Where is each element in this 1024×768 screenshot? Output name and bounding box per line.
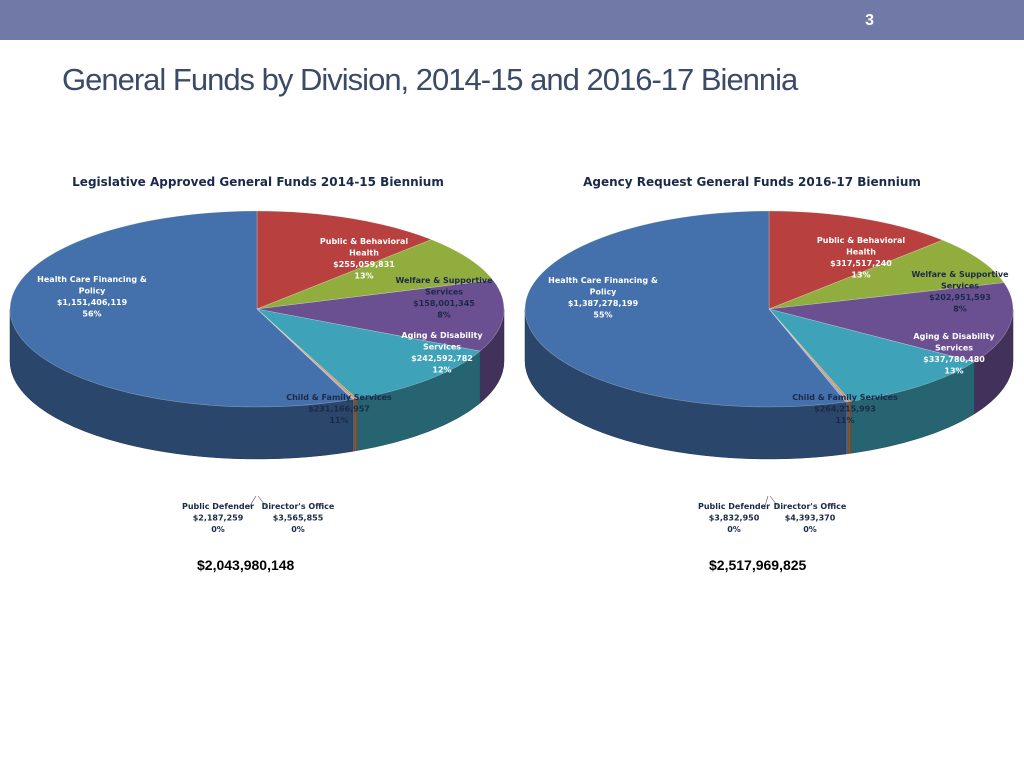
slice-label-text: Aging & Disability Services $242,592,782 12… xyxy=(401,331,483,375)
slice-label-text: Aging & Disability Services $337,780,480 13… xyxy=(913,332,995,376)
pie-chart-2014-15: Legislative Approved General Funds 2014-… xyxy=(9,175,505,534)
slice-label-welfare-and-supportive-services: Welfare & Supportive Services $158,001,345… xyxy=(395,276,493,320)
slice-label-child-and-family-services: Child & Family Services $264,215,993 11% xyxy=(792,393,898,425)
slice-label-public-and-behavioral-health: Public & Behavioral Health $255,059,831 13% xyxy=(320,237,408,281)
slice-public-defender xyxy=(256,308,355,400)
pie-slices xyxy=(9,210,505,460)
slice-label-text: Director's Office $4,393,370 0% xyxy=(774,502,847,534)
slice-label-text: Welfare & Supportive Services $158,001,345… xyxy=(395,276,493,320)
slice-label-welfare-and-supportive-services: Welfare & Supportive Services $202,951,593… xyxy=(911,270,1009,314)
slide-title: General Funds by Division, 2014-15 and 2… xyxy=(62,62,798,97)
slice-aging-and-disability-services xyxy=(768,282,1014,363)
slice-health-care-financing-and-policy xyxy=(524,210,847,408)
slice-label-text: Public & Behavioral Health $255,059,831 13% xyxy=(320,237,408,281)
slice-label-director-s-office: Director's Office $3,565,855 0% xyxy=(257,495,335,534)
slice-label-text: Welfare & Supportive Services $202,951,593… xyxy=(911,270,1009,314)
total-2014-15: $2,043,980,148 xyxy=(197,557,295,573)
header-bar: 3 xyxy=(0,0,1024,40)
slice-label-child-and-family-services: Child & Family Services $231,166,957 11% xyxy=(286,393,392,425)
slice-child-and-family-services xyxy=(256,308,481,399)
slice-label-text: Public Defender $3,832,950 0% xyxy=(698,502,770,534)
slice-label-public-defender: Public Defender $3,832,950 0% xyxy=(698,495,770,534)
slice-label-aging-and-disability-services: Aging & Disability Services $242,592,782 12… xyxy=(401,331,483,375)
slice-label-text: Child & Family Services $264,215,993 11% xyxy=(792,393,898,425)
slice-welfare-and-supportive-services xyxy=(768,239,1005,310)
slice-labels: Public & Behavioral Health $317,517,240 13%… xyxy=(548,236,1009,534)
chart-title: Agency Request General Funds 2016-17 Bie… xyxy=(583,175,921,189)
pie-slices xyxy=(524,210,1014,460)
slice-label-public-and-behavioral-health: Public & Behavioral Health $317,517,240 13% xyxy=(817,236,905,280)
slice-label-director-s-office: Director's Office $4,393,370 0% xyxy=(769,495,847,534)
slice-label-health-care-financing-and-policy: Health Care Financing & Policy $1,387,278,… xyxy=(548,276,658,320)
slice-label-text: Public Defender $2,187,259 0% xyxy=(182,502,254,534)
leader-line xyxy=(247,495,257,510)
total-2016-17: $2,517,969,825 xyxy=(709,557,807,573)
slice-label-text: Director's Office $3,565,855 0% xyxy=(262,502,335,534)
slice-health-care-financing-and-policy xyxy=(9,210,354,408)
slice-label-health-care-financing-and-policy: Health Care Financing & Policy $1,151,406,… xyxy=(37,275,147,319)
slice-side-health-care-financing-and-policy xyxy=(524,308,847,460)
slice-public-and-behavioral-health xyxy=(256,210,433,310)
slice-label-text: Child & Family Services $231,166,957 11% xyxy=(286,393,392,425)
chart-title: Legislative Approved General Funds 2014-… xyxy=(72,175,444,189)
slice-labels: Public & Behavioral Health $255,059,831 13%… xyxy=(37,237,493,534)
slice-child-and-family-services xyxy=(768,308,976,402)
slice-label-aging-and-disability-services: Aging & Disability Services $337,780,480 13… xyxy=(913,332,995,376)
slice-label-text: Health Care Financing & Policy $1,151,406,… xyxy=(37,275,147,319)
leader-line xyxy=(257,495,269,510)
slice-director-s-office xyxy=(256,308,358,400)
leader-line xyxy=(763,495,769,510)
slice-label-text: Public & Behavioral Health $317,517,240 13% xyxy=(817,236,905,280)
slice-director-s-office xyxy=(768,308,852,403)
slice-label-public-defender: Public Defender $2,187,259 0% xyxy=(182,495,257,534)
slice-public-defender xyxy=(768,308,849,403)
pie-chart-2016-17: Agency Request General Funds 2016-17 Bie… xyxy=(524,175,1014,534)
leader-line xyxy=(769,495,781,510)
slice-public-and-behavioral-health xyxy=(768,210,944,310)
slice-aging-and-disability-services xyxy=(256,279,505,352)
slice-label-text: Health Care Financing & Policy $1,387,278,… xyxy=(548,276,658,320)
slice-welfare-and-supportive-services xyxy=(256,239,494,310)
page-number: 3 xyxy=(865,12,874,29)
